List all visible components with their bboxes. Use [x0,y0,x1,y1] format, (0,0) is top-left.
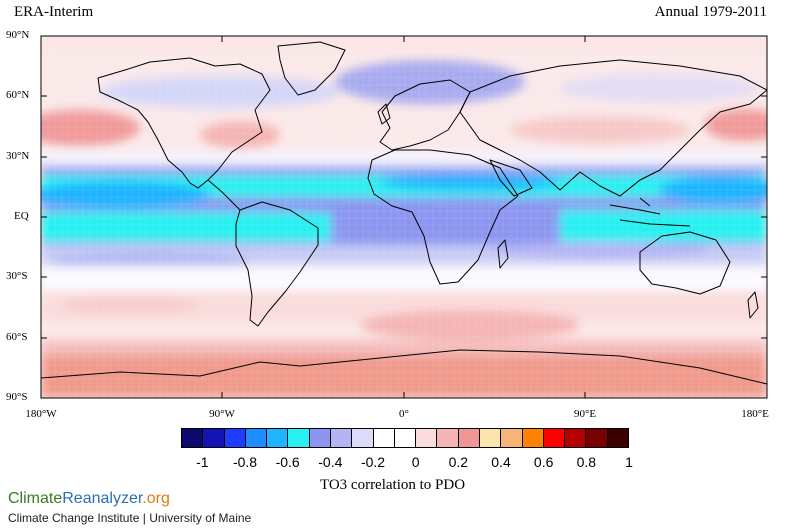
colorbar-tick-label: -0.6 [275,454,300,470]
antarctic-positive [41,355,767,398]
brand-part-1: Climate [8,490,63,507]
colorbar-tick-label: 0.4 [491,454,511,470]
period-title: Annual 1979-2011 [654,4,767,20]
axis-ticks [40,35,768,399]
lat-label-90s: 90°S [6,391,28,403]
colorbar-cell [394,429,417,447]
lon-label-90w: 90°W [209,408,235,420]
colorbar-cell [352,429,374,447]
colorbar-cell [522,429,544,447]
brand-part-2: Reanalyzer [62,490,143,507]
institution-credit: Climate Change Institute | University of… [8,511,252,525]
colorbar-tick-label: -0.2 [360,454,386,470]
colorbar-cell [501,429,523,447]
colorbar-cell [565,429,587,447]
colorbar-cell [182,429,204,447]
colorbar-cell [458,429,480,447]
north-atlantic-negative [335,60,525,104]
colorbar-title: TO3 correlation to PDO [319,477,466,493]
brand-logo[interactable]: ClimateReanalyzer.org [8,490,170,508]
brand-part-3: .org [142,490,170,507]
colorbar-cell [607,429,628,447]
colorbar-cell [543,429,566,447]
british-isles-outline [377,103,391,125]
colorbar-tick-label: -0.4 [318,454,343,470]
maritime-continent-outline [609,197,691,227]
south-america-outline [235,201,319,327]
new-zealand-outline [747,291,759,319]
central-america-outline [207,179,241,211]
colorbar-tick-label: 0.8 [576,454,597,470]
lat-label-90n: 90°N [6,29,30,41]
colorbar-cell [586,429,608,447]
madagascar-outline [497,239,509,269]
colorbar [181,428,629,448]
coastlines [41,41,767,385]
colorbar-tick-label: 0.6 [533,454,554,470]
lat-label-60s: 60°S [6,331,28,343]
greenland-outline [277,41,346,96]
arabia-outline [489,159,533,197]
lon-label-180e: 180°E [741,408,769,420]
dataset-title: ERA-Interim [14,4,94,20]
lon-label-0: 0° [399,408,409,420]
colorbar-cell [224,429,246,447]
colorbar-cell [373,429,395,447]
lon-label-90e: 90°E [573,408,597,420]
colorbar-cell [203,429,225,447]
colorbar-tick-label: 1 [625,454,633,470]
southern-ocean-positive [360,310,580,340]
colorbar-tick-label: -0.8 [232,454,258,470]
colorbar-cell [437,429,459,447]
colorbar-cell [416,429,438,447]
colorbar-tick-label: 0 [411,454,420,470]
asia-outline [459,59,767,197]
north-pacific-positive [41,110,140,146]
colorbar-tick-label: 0.2 [448,454,469,470]
colorbar-cell [288,429,310,447]
australia-outline [639,231,731,295]
africa-outline [367,149,519,285]
north-america-outline [97,57,271,189]
colorbar-cell [245,429,268,447]
lat-label-eq: EQ [14,210,29,222]
colorbar-cell [479,429,502,447]
colorbar-cell [309,429,331,447]
lat-label-30n: 30°N [6,150,30,162]
colorbar-cell [267,429,289,447]
lon-label-180w: 180°W [25,408,57,420]
lat-label-60n: 60°N [6,89,30,101]
colorbar-cell [330,429,353,447]
antarctica-outline [41,349,767,385]
lat-label-30s: 30°S [6,270,28,282]
map-field [41,36,767,398]
colorbar-tick-label: -1 [196,454,209,470]
